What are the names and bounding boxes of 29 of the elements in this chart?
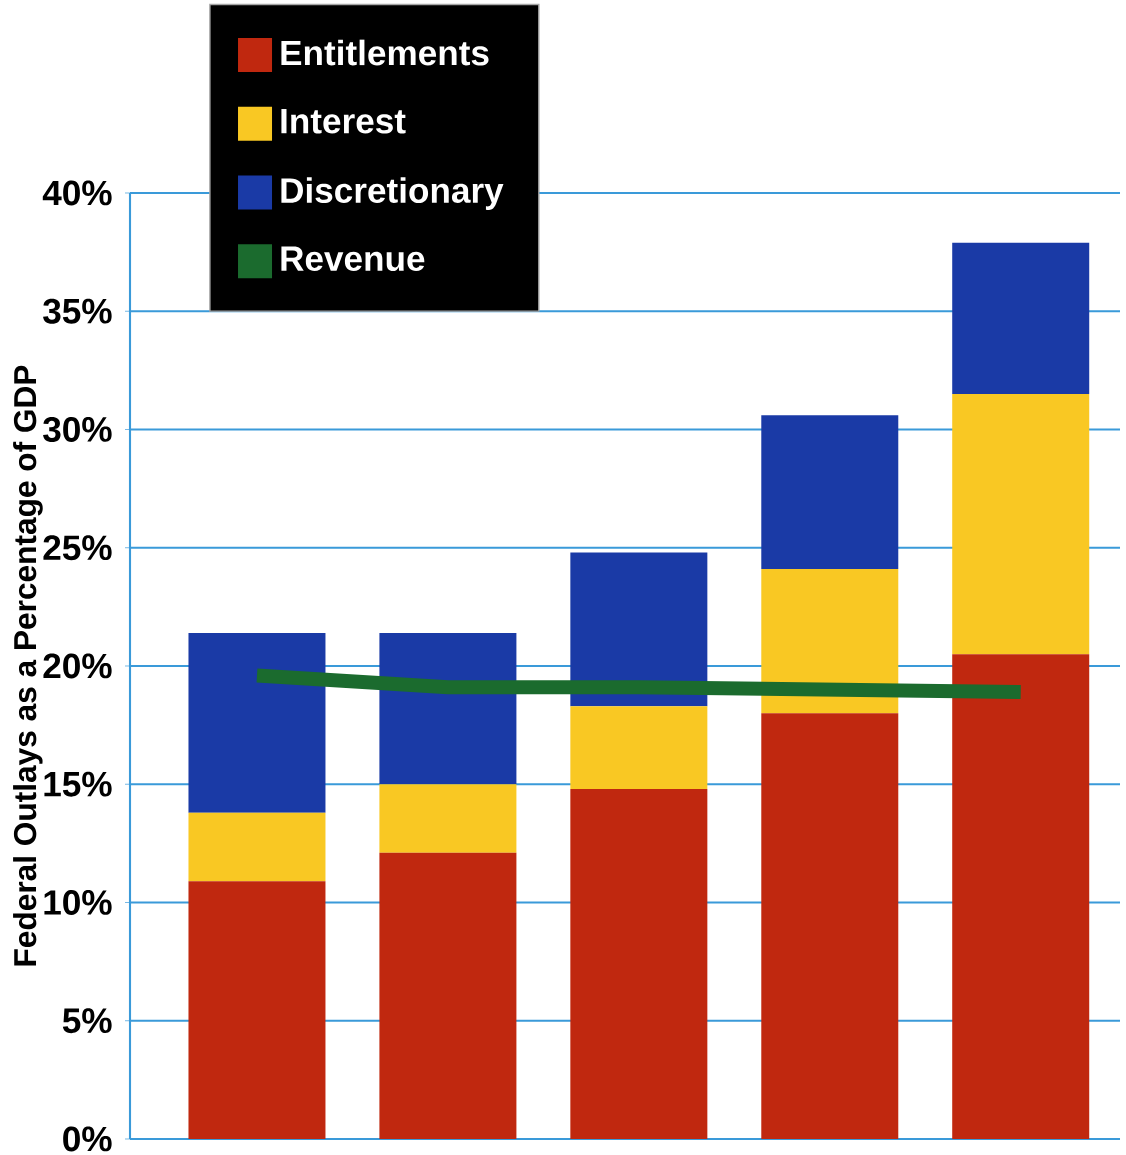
bar <box>379 852 517 1139</box>
legend-label: Revenue <box>281 246 425 272</box>
y-tick-label: 5% <box>62 1008 112 1034</box>
y-tick-label: 25% <box>43 535 112 561</box>
bar <box>379 784 517 853</box>
y-tick-label: 10% <box>44 890 112 915</box>
legend-label: Entitlements <box>281 39 489 66</box>
y-tick-label: 15% <box>44 771 112 797</box>
bar <box>761 569 899 714</box>
legend-label: Discretionary <box>281 177 504 210</box>
bar <box>570 788 708 1139</box>
bar <box>570 552 708 707</box>
bar <box>570 706 708 789</box>
y-tick-label: 35% <box>43 298 112 324</box>
y-tick-label: 20% <box>43 653 112 679</box>
y-tick-label: 30% <box>43 417 112 442</box>
bar <box>188 881 326 1139</box>
bar <box>952 242 1090 395</box>
bar <box>761 713 899 1139</box>
y-axis-title: Federal Outlays as a Percentage of GDP <box>13 365 43 966</box>
bar <box>188 632 326 813</box>
y-tick-label: 0% <box>63 1126 112 1152</box>
bar <box>379 632 517 785</box>
y-tick-label: 40% <box>42 180 112 206</box>
bar <box>952 394 1090 655</box>
legend-label: Interest <box>281 109 406 134</box>
bar <box>761 415 899 570</box>
bar <box>188 812 326 882</box>
bar <box>952 654 1090 1139</box>
